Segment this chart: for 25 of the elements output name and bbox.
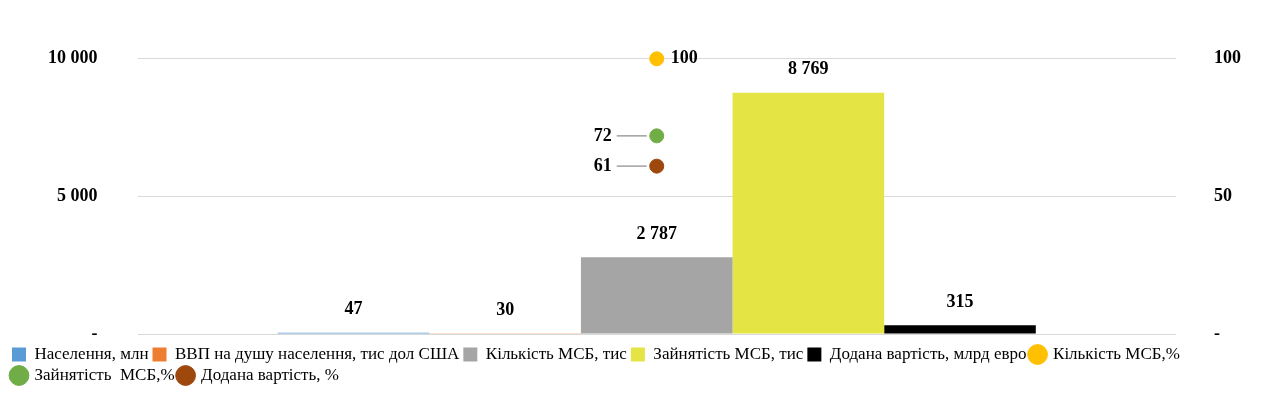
bar — [732, 92, 885, 334]
legend-label: Кількість МСБ, тис — [485, 343, 628, 363]
y-tick-label: 10 000 — [48, 47, 98, 68]
bar — [884, 325, 1036, 334]
y2-tick-label: 50 — [1214, 185, 1232, 206]
data-label: 8 769 — [788, 58, 829, 79]
y-tick-label: - — [91, 322, 98, 343]
data-label: 100 — [670, 47, 698, 68]
data-label: 30 — [496, 298, 515, 319]
bar — [580, 257, 733, 334]
legend-label: ВВП на душу населення, тис дол США — [175, 343, 461, 363]
y-tick-label: 5 000 — [57, 185, 98, 206]
y2-tick-label: - — [1214, 322, 1220, 343]
data-label: 72 — [593, 124, 612, 145]
data-label: 2 787 — [636, 222, 677, 243]
legend-label: Зайнятість МСБ,% — [34, 364, 175, 384]
data-label: 47 — [344, 298, 363, 319]
legend-label: Кількість МСБ,% — [1053, 343, 1180, 363]
legend-label: Додана вартість, % — [201, 364, 339, 384]
data-label: 61 — [593, 154, 612, 175]
legend-label: Населення, млн — [34, 343, 149, 363]
y2-tick-label: 100 — [1214, 47, 1241, 68]
data-label: 315 — [946, 290, 974, 311]
legend-label: Зайнятість МСБ, тис — [653, 343, 804, 363]
legend-label: Додана вартість, млрд евро — [829, 343, 1027, 363]
